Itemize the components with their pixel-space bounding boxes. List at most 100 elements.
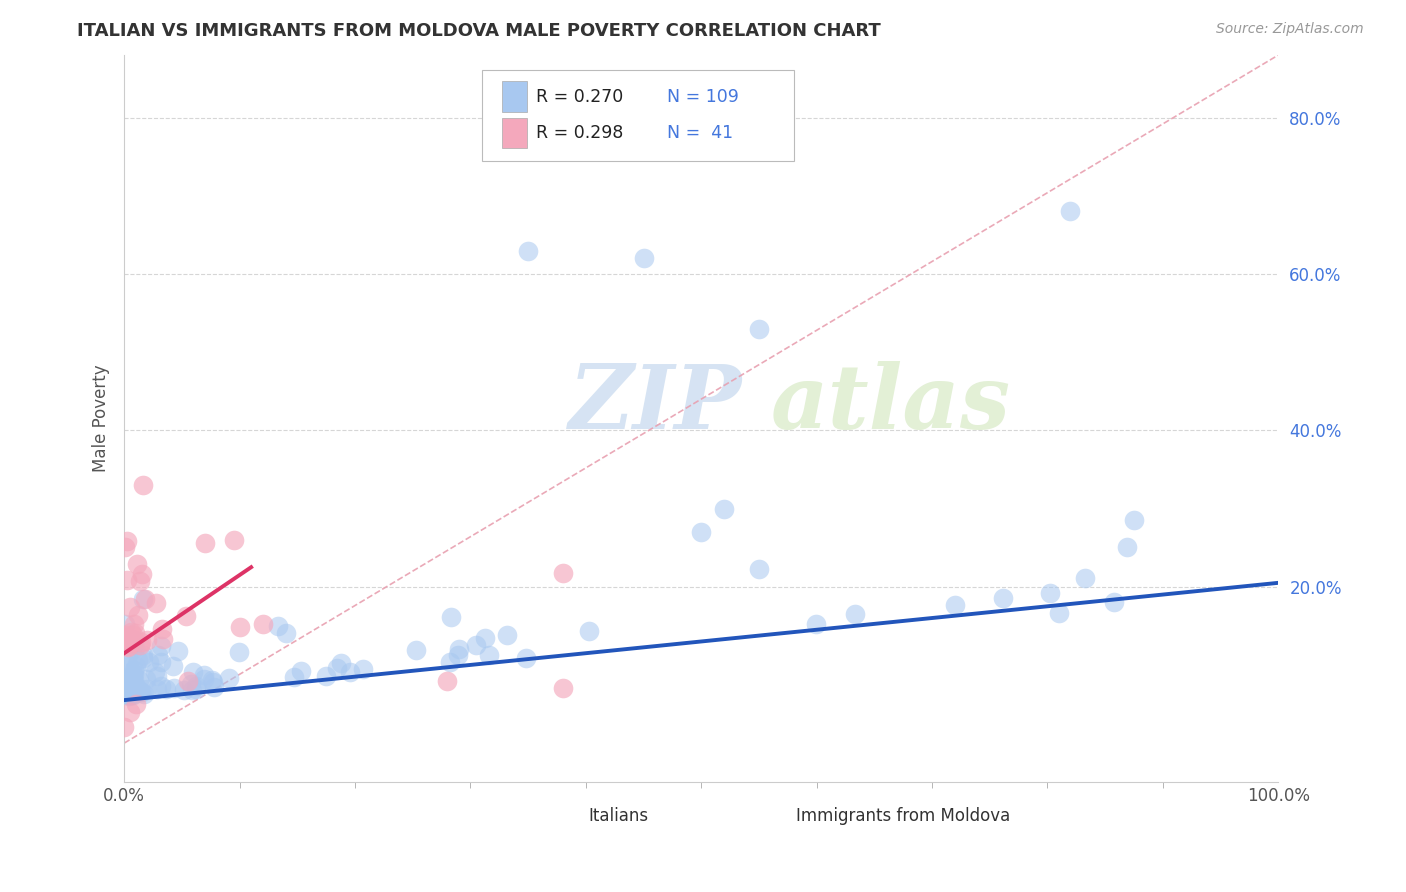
Point bbox=[121, 683, 143, 698]
Point bbox=[748, 322, 770, 336]
Point bbox=[163, 681, 186, 695]
Point bbox=[134, 591, 156, 606]
Point bbox=[134, 686, 156, 700]
Point bbox=[124, 637, 146, 651]
Point bbox=[135, 633, 157, 648]
Point bbox=[551, 566, 574, 581]
Point bbox=[117, 648, 139, 662]
Point bbox=[129, 685, 152, 699]
Point bbox=[127, 557, 149, 571]
Point bbox=[115, 631, 138, 645]
Point bbox=[125, 681, 148, 696]
Point bbox=[129, 638, 152, 652]
Point bbox=[1116, 540, 1139, 554]
Point bbox=[146, 681, 169, 696]
Point bbox=[118, 636, 141, 650]
Point bbox=[120, 672, 142, 686]
Point bbox=[124, 664, 146, 678]
Point bbox=[184, 680, 207, 694]
Point bbox=[440, 610, 463, 624]
Point bbox=[1059, 204, 1081, 219]
Point bbox=[173, 683, 195, 698]
Point bbox=[474, 631, 496, 645]
Point bbox=[127, 653, 149, 667]
Point bbox=[118, 705, 141, 719]
Point bbox=[121, 685, 143, 699]
Point bbox=[122, 632, 145, 647]
Point bbox=[496, 628, 519, 642]
Point bbox=[120, 665, 142, 680]
Point bbox=[122, 635, 145, 649]
Circle shape bbox=[548, 807, 576, 825]
Point bbox=[202, 680, 225, 694]
Point bbox=[114, 541, 136, 555]
Point bbox=[112, 721, 135, 735]
Point bbox=[283, 670, 305, 684]
Point bbox=[122, 667, 145, 681]
Text: Immigrants from Moldova: Immigrants from Moldova bbox=[796, 807, 1010, 825]
Point bbox=[162, 658, 184, 673]
Point bbox=[181, 665, 204, 679]
Point bbox=[121, 632, 143, 647]
Point bbox=[146, 648, 169, 663]
Point bbox=[120, 624, 142, 639]
Point bbox=[115, 678, 138, 692]
Point bbox=[120, 682, 142, 697]
Point bbox=[174, 608, 197, 623]
Point bbox=[122, 688, 145, 702]
Point bbox=[804, 617, 827, 632]
Point bbox=[326, 661, 349, 675]
Point bbox=[844, 607, 866, 621]
Point bbox=[446, 648, 468, 662]
Y-axis label: Male Poverty: Male Poverty bbox=[93, 365, 110, 473]
Point bbox=[290, 665, 312, 679]
Point bbox=[690, 524, 713, 539]
Point bbox=[145, 596, 167, 610]
Point bbox=[184, 681, 207, 696]
Point bbox=[517, 244, 540, 258]
Point bbox=[114, 686, 136, 700]
Text: ZIP: ZIP bbox=[568, 361, 742, 448]
Point bbox=[121, 676, 143, 690]
Point bbox=[436, 673, 458, 688]
Point bbox=[193, 668, 215, 682]
Point bbox=[439, 656, 461, 670]
Point bbox=[167, 644, 190, 658]
Point bbox=[114, 685, 136, 699]
Point bbox=[117, 640, 139, 655]
Text: N = 109: N = 109 bbox=[666, 87, 738, 105]
Point bbox=[748, 562, 770, 576]
Point bbox=[339, 665, 361, 680]
Point bbox=[131, 685, 153, 699]
Point bbox=[146, 669, 169, 683]
Point bbox=[222, 533, 245, 547]
Point bbox=[150, 655, 173, 669]
Point bbox=[115, 633, 138, 648]
Text: atlas: atlas bbox=[770, 361, 1011, 448]
Point bbox=[132, 651, 155, 665]
Point bbox=[943, 599, 966, 613]
Point bbox=[150, 622, 173, 636]
Point bbox=[125, 659, 148, 673]
Text: R = 0.298: R = 0.298 bbox=[536, 124, 623, 142]
Point bbox=[515, 650, 537, 665]
Point bbox=[633, 252, 655, 266]
Point bbox=[124, 641, 146, 656]
Point bbox=[122, 667, 145, 681]
Text: Italians: Italians bbox=[588, 807, 648, 825]
Point bbox=[121, 689, 143, 703]
Point bbox=[114, 630, 136, 644]
Point bbox=[465, 639, 488, 653]
Point bbox=[128, 673, 150, 688]
Point bbox=[201, 675, 224, 690]
Point bbox=[117, 657, 139, 671]
Point bbox=[315, 669, 337, 683]
Point bbox=[228, 620, 250, 634]
Bar bbox=[502, 81, 527, 112]
Point bbox=[551, 681, 574, 696]
Point bbox=[122, 628, 145, 642]
Point bbox=[117, 639, 139, 653]
Point bbox=[218, 672, 240, 686]
Point bbox=[115, 573, 138, 587]
Text: R = 0.270: R = 0.270 bbox=[536, 87, 623, 105]
